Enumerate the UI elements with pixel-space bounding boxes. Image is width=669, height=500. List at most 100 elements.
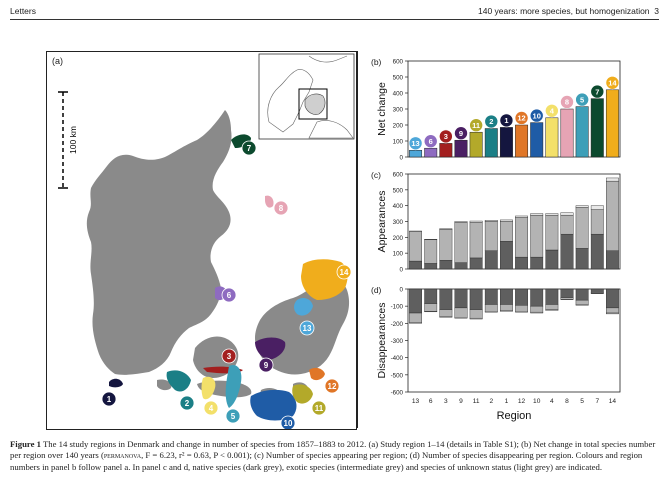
x-tick-label: 13: [412, 398, 420, 405]
caption-text-1: The 14 study regions in Denmark and chan…: [10, 439, 656, 461]
scale-bar-label: 100 km: [68, 126, 78, 154]
bar-badge-4: 4: [545, 103, 559, 118]
bar-7-seg-1: [590, 288, 604, 293]
svg-text:4: 4: [209, 404, 214, 413]
y-axis-label: Net change: [376, 82, 388, 136]
running-title: 140 years: more species, but homogenizat…: [478, 6, 659, 16]
map-panel: (a) 100 km: [46, 51, 357, 431]
bar-9-seg-1: [454, 288, 468, 309]
bar-14-seg-2: [606, 180, 619, 251]
y-tick-label: 100: [393, 139, 404, 146]
bar-12-seg-3: [515, 215, 528, 218]
bar-2-seg-3: [484, 311, 498, 313]
bar-region-2: [484, 128, 498, 158]
bar-13-seg-2: [409, 312, 422, 323]
map-panel-label: (a): [52, 56, 63, 66]
bar-region-12: [515, 124, 529, 158]
chart-panel-3: 0 -100 -200 -300 -400 -500 -600 (d) Disappearanc…: [371, 285, 621, 422]
jutland-landmass: [86, 110, 232, 375]
y-tick-label: -600: [391, 390, 404, 397]
bar-region-7: [590, 98, 604, 158]
bar-10-seg-2: [530, 214, 544, 258]
region-badge-1: 1: [101, 391, 117, 407]
bar-7-seg-2: [590, 209, 604, 235]
x-tick-label: 2: [489, 398, 493, 405]
page-number: 3: [654, 6, 659, 16]
bar-2-seg-1: [484, 288, 498, 305]
y-tick-label: 400: [393, 91, 404, 98]
region-2: [166, 370, 191, 392]
bar-4-seg-1: [545, 249, 559, 270]
bar-1-seg-3: [500, 310, 513, 312]
bar-13-seg-3: [409, 230, 422, 232]
region-badge-10: 10: [280, 415, 296, 431]
y-tick-label: 0: [400, 267, 404, 274]
x-tick-label: 12: [518, 398, 526, 405]
bar-badge-3: 3: [439, 129, 453, 144]
panel-label: (c): [371, 170, 381, 180]
bar-14-seg-1: [606, 250, 619, 270]
bar-10-seg-3: [530, 213, 544, 216]
y-tick-label: 600: [393, 172, 404, 179]
y-tick-label: 300: [393, 107, 404, 114]
bar-1-seg-2: [500, 304, 513, 311]
inset-map: [258, 53, 355, 140]
bar-9-seg-2: [454, 222, 468, 263]
y-tick-label: -200: [391, 321, 404, 328]
chart-panel-2: 0 100 200 300 400 500 600 (c) Appearances: [371, 170, 621, 274]
journal-section: Letters: [10, 6, 36, 16]
region-5: [225, 364, 242, 408]
bar-region-10: [530, 122, 544, 158]
bar-region-6: [424, 147, 438, 158]
y-tick-label: -100: [391, 304, 404, 311]
region-badge-12: 12: [324, 378, 340, 394]
svg-text:11: 11: [315, 404, 324, 413]
svg-text:11: 11: [472, 121, 480, 130]
x-tick-label: 10: [533, 398, 541, 405]
scale-bar: 100 km: [58, 91, 78, 189]
svg-text:14: 14: [340, 268, 349, 277]
region-9: [255, 337, 286, 360]
bar-11-seg-2: [469, 222, 483, 259]
region-badge-11: 11: [311, 400, 327, 416]
y-tick-label: 200: [393, 123, 404, 130]
svg-text:10: 10: [284, 419, 293, 428]
caption-text-2: , F = 6.23, r² = 0.63, P < 0.001); (c) N…: [10, 450, 643, 472]
svg-text:7: 7: [247, 144, 252, 153]
y-axis-label: Appearances: [376, 191, 388, 253]
bar-13-seg-3: [409, 322, 422, 324]
bar-2-seg-2: [484, 304, 498, 312]
svg-text:8: 8: [279, 204, 284, 213]
bar-3-seg-2: [439, 309, 453, 317]
bar-5-seg-3: [575, 205, 589, 208]
bar-region-5: [575, 106, 589, 158]
bar-badge-14: 14: [605, 75, 620, 90]
bar-10-seg-1: [530, 288, 544, 307]
bar-4-seg-2: [545, 304, 559, 310]
panel-label: (b): [371, 57, 382, 67]
x-tick-label: 1: [505, 398, 509, 405]
x-tick-label: 8: [565, 398, 569, 405]
bar-badge-9: 9: [454, 126, 468, 140]
bar-badge-13: 13: [408, 136, 423, 151]
y-tick-label: 500: [393, 75, 404, 82]
y-tick-label: 100: [393, 251, 404, 258]
bar-badge-10: 10: [529, 108, 544, 123]
region-badge-3: 3: [221, 348, 237, 364]
region-badge-5: 5: [225, 408, 241, 424]
svg-text:7: 7: [595, 87, 599, 96]
svg-text:8: 8: [565, 98, 569, 107]
region-10: [250, 389, 297, 421]
bar-region-9: [454, 139, 468, 158]
y-axis-label: Disappearances: [376, 303, 388, 379]
x-tick-label: 14: [609, 398, 617, 405]
denmark-map: (a) 100 km: [52, 53, 355, 431]
svg-text:10: 10: [533, 111, 541, 120]
y-tick-label: -300: [391, 338, 404, 345]
bar-10-seg-3: [530, 311, 544, 314]
svg-text:9: 9: [264, 361, 269, 370]
bar-10-seg-2: [530, 305, 544, 313]
svg-text:2: 2: [185, 399, 190, 408]
bar-12-seg-3: [515, 311, 528, 313]
svg-text:12: 12: [328, 382, 337, 391]
